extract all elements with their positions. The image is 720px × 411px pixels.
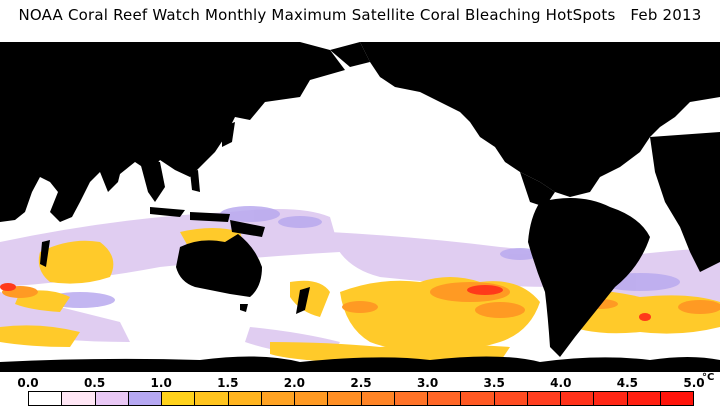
legend-swatch	[295, 392, 329, 405]
legend-swatch	[428, 392, 462, 405]
hotspot-map	[0, 42, 720, 372]
legend-swatch	[29, 392, 63, 405]
new-zealand	[296, 287, 310, 314]
greenland	[600, 42, 680, 87]
legend-swatch	[660, 392, 693, 405]
legend-tick-label: 3.5	[483, 376, 505, 390]
legend-tick-label: 0.5	[83, 376, 106, 390]
legend-tick-label: 4.5	[616, 376, 639, 390]
tasmania	[240, 304, 248, 312]
madagascar	[40, 240, 50, 267]
legend-swatch	[627, 392, 661, 405]
legend-swatch	[261, 392, 295, 405]
legend-tick-label: 0.0	[17, 376, 39, 390]
legend-tick-label: 1.5	[217, 376, 239, 390]
legend-swatch	[328, 392, 362, 405]
antarctica	[0, 356, 720, 372]
central-america	[520, 172, 555, 207]
legend-tick-label: 5.0	[683, 376, 705, 390]
legend-tick-label: 4.0	[550, 376, 572, 390]
arabia	[52, 142, 80, 170]
legend-swatch	[62, 392, 96, 405]
legend-tick-label: 1.0	[150, 376, 172, 390]
legend-swatch	[162, 392, 196, 405]
southeast-asia	[140, 162, 165, 202]
legend-swatch	[228, 392, 262, 405]
new-guinea	[230, 220, 265, 237]
japan	[222, 122, 235, 147]
indonesia-2	[190, 212, 230, 222]
hotspot-overlay	[0, 44, 720, 363]
map-title: NOAA Coral Reef Watch Monthly Maximum Sa…	[18, 6, 702, 24]
legend-swatch	[494, 392, 528, 405]
legend-swatch	[361, 392, 395, 405]
eurasia-west	[0, 42, 345, 222]
legend-tick-label: 2.0	[283, 376, 306, 390]
legend-tick-label: 3.0	[416, 376, 439, 390]
legend-unit: °C	[702, 372, 715, 383]
legend-swatch	[394, 392, 428, 405]
south-america	[528, 198, 650, 357]
indian-subcontinent	[100, 152, 125, 192]
indonesia-1	[150, 207, 185, 217]
legend-swatch	[527, 392, 561, 405]
land-masses	[0, 42, 720, 372]
caribbean	[558, 180, 590, 188]
philippines	[190, 170, 200, 192]
legend-swatch	[128, 392, 162, 405]
legend-colorbar	[28, 391, 694, 406]
alaska-aleutians	[330, 42, 370, 67]
legend-swatch	[461, 392, 495, 405]
africa-west	[650, 132, 720, 272]
legend-swatch	[195, 392, 229, 405]
legend-tick-label: 2.5	[350, 376, 372, 390]
australia	[176, 234, 262, 297]
legend-swatch	[95, 392, 129, 405]
legend-swatch	[561, 392, 595, 405]
legend-swatch	[594, 392, 628, 405]
legend-ticks: 0.0 0.5 1.0 1.5 2.0 2.5 3.0 3.5 4.0 4.5 5.0 °C	[0, 372, 720, 392]
